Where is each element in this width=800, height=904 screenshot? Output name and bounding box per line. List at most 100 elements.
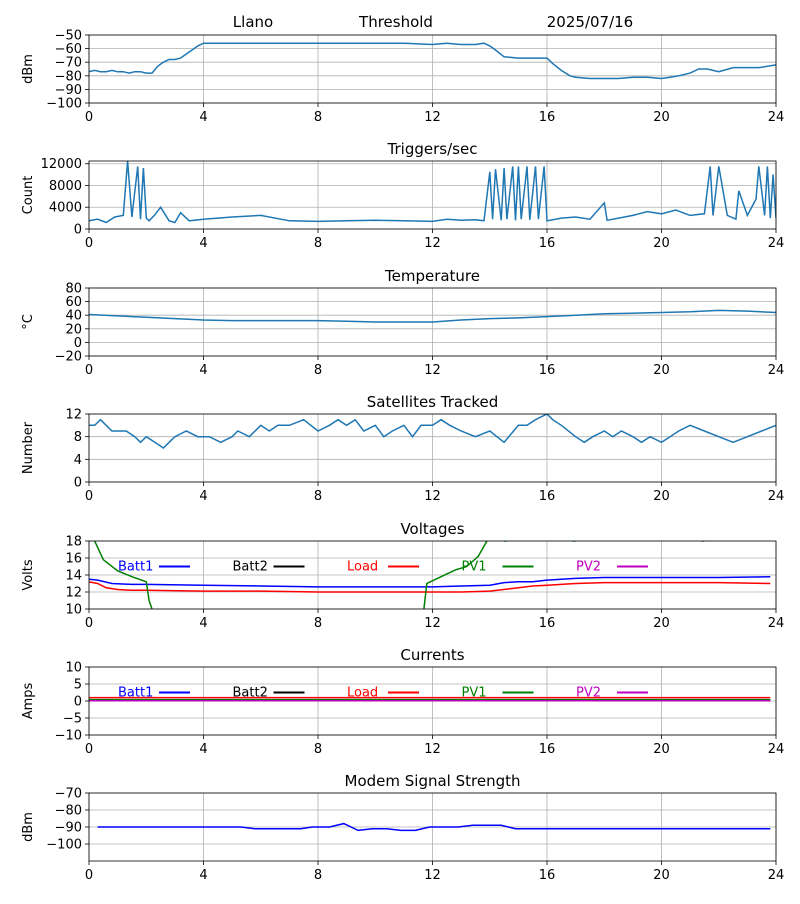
x-tick-label: 16: [539, 616, 556, 631]
x-tick-label: 0: [85, 742, 93, 757]
y-tick-label: 10: [65, 661, 82, 676]
x-tick-label: 20: [653, 742, 670, 757]
x-tick-label: 4: [199, 489, 207, 504]
x-tick-label: 12: [424, 363, 441, 378]
legend-label: PV1: [462, 686, 487, 701]
x-tick-label: 20: [653, 363, 670, 378]
y-tick-label: 5: [74, 678, 82, 693]
chart-title: Modem Signal Strength: [345, 772, 521, 790]
x-tick-label: 12: [424, 236, 441, 251]
legend-label: Batt2: [233, 686, 268, 701]
y-tick-label: 12: [65, 408, 82, 423]
x-tick-label: 24: [768, 868, 785, 883]
header-date: 2025/07/16: [547, 13, 633, 31]
legend-label: PV2: [576, 686, 601, 701]
x-tick-label: 16: [539, 236, 556, 251]
x-tick-label: 4: [199, 363, 207, 378]
x-tick-label: 12: [424, 110, 441, 125]
y-tick-label: −80: [55, 69, 82, 84]
chart-title: Triggers/sec: [387, 140, 478, 158]
y-tick-label: 80: [65, 282, 82, 297]
x-tick-label: 0: [85, 616, 93, 631]
x-tick-label: 20: [653, 616, 670, 631]
y-tick-label: −100: [46, 838, 82, 853]
series-line: [94, 541, 153, 609]
chart-panel-2: 0 4 8 12 16 20 24 0 4000 8000 12000 Triggers/sec Cou…: [21, 140, 784, 251]
x-tick-label: 8: [314, 742, 322, 757]
x-tick-label: 12: [424, 868, 441, 883]
y-tick-label: 0: [74, 336, 82, 351]
y-tick-label: 0: [74, 695, 82, 710]
y-tick-label: −60: [55, 42, 82, 57]
y-tick-label: 60: [65, 295, 82, 310]
legend-label: Load: [347, 686, 378, 701]
chart-panel-4: 0 4 8 12 16 20 24 0 4 8 12 Satellites Tracked Number: [21, 393, 784, 504]
chart-panel-5: 0 4 8 12 16 20 24 10 12 14 16 18 Voltages Volts Batt1 B…: [21, 520, 784, 631]
y-tick-label: 8000: [49, 179, 82, 194]
y-tick-label: −5: [63, 712, 82, 727]
y-tick-label: −100: [46, 97, 82, 112]
y-tick-label: 10: [65, 603, 82, 618]
legend-label: Load: [347, 560, 378, 575]
y-tick-label: 16: [65, 552, 82, 567]
x-tick-label: 16: [539, 489, 556, 504]
x-tick-label: 12: [424, 616, 441, 631]
x-tick-label: 16: [539, 110, 556, 125]
x-tick-label: 8: [314, 616, 322, 631]
y-tick-label: 18: [65, 535, 82, 550]
y-tick-label: 12000: [41, 157, 82, 172]
header-mode: Threshold: [358, 13, 433, 31]
chart-panel-1: 0 4 8 12 16 20 24 −100−90−80−70−60−50 dBm: [21, 29, 784, 126]
x-tick-label: 24: [768, 489, 785, 504]
header-station: Llano: [233, 13, 273, 31]
x-tick-label: 16: [539, 868, 556, 883]
legend-label: PV2: [576, 560, 601, 575]
y-axis-label: °C: [21, 314, 36, 330]
y-tick-label: −90: [55, 83, 82, 98]
y-tick-label: −10: [55, 729, 82, 744]
series-line: [89, 575, 771, 588]
y-tick-label: 0: [74, 223, 82, 238]
y-tick-label: 40: [65, 309, 82, 324]
y-tick-label: −50: [55, 29, 82, 44]
x-tick-label: 4: [199, 742, 207, 757]
y-tick-label: 14: [65, 569, 82, 584]
legend-label: PV1: [462, 560, 487, 575]
y-axis-label: dBm: [21, 54, 36, 84]
x-tick-label: 20: [653, 868, 670, 883]
x-tick-label: 8: [314, 868, 322, 883]
y-tick-label: −20: [55, 350, 82, 365]
series-line: [89, 161, 776, 224]
y-tick-label: 0: [74, 476, 82, 491]
y-tick-label: 4000: [49, 201, 82, 216]
x-tick-label: 8: [314, 489, 322, 504]
y-tick-label: 12: [65, 586, 82, 601]
y-tick-label: −90: [55, 821, 82, 836]
x-tick-label: 12: [424, 742, 441, 757]
series-line: [423, 541, 488, 609]
x-tick-label: 20: [653, 110, 670, 125]
series-line: [89, 581, 771, 593]
x-tick-label: 24: [768, 363, 785, 378]
legend-label: Batt1: [118, 560, 153, 575]
y-axis-label: Volts: [21, 559, 36, 591]
series-line: [89, 414, 776, 449]
y-tick-label: 20: [65, 322, 82, 337]
y-axis-label: Amps: [21, 682, 36, 719]
y-tick-label: 4: [74, 453, 82, 468]
chart-title: Currents: [400, 646, 464, 664]
x-tick-label: 16: [539, 363, 556, 378]
x-tick-label: 24: [768, 616, 785, 631]
x-tick-label: 8: [314, 236, 322, 251]
x-tick-label: 0: [85, 363, 93, 378]
chart-panel-7: 0 4 8 12 16 20 24 −100 −90 −80 −70 Modem Signal Str…: [21, 772, 784, 883]
x-tick-label: 0: [85, 489, 93, 504]
x-tick-label: 24: [768, 110, 785, 125]
series-line: [97, 822, 771, 832]
y-axis-label: dBm: [21, 812, 36, 842]
chart-title: Temperature: [384, 267, 480, 285]
